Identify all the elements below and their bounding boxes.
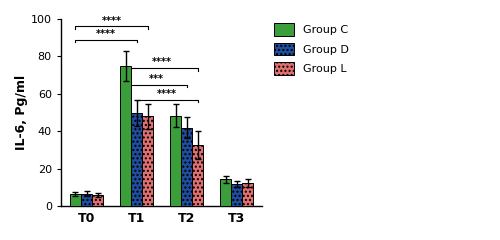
- Text: ****: ****: [152, 57, 172, 67]
- Text: ****: ****: [96, 29, 116, 39]
- Bar: [181, 128, 192, 206]
- Text: ****: ****: [102, 16, 121, 26]
- Bar: [220, 179, 232, 206]
- Y-axis label: IL-6, Pg/ml: IL-6, Pg/ml: [15, 75, 28, 150]
- Bar: [192, 144, 203, 206]
- Text: ****: ****: [157, 89, 177, 99]
- Bar: [232, 184, 242, 206]
- Bar: [120, 66, 131, 206]
- Bar: [92, 195, 103, 206]
- Bar: [70, 194, 81, 206]
- Bar: [142, 116, 153, 206]
- Bar: [170, 115, 181, 206]
- Bar: [131, 113, 142, 206]
- Bar: [81, 194, 92, 206]
- Legend: Group C, Group D, Group L: Group C, Group D, Group L: [272, 21, 351, 77]
- Bar: [242, 183, 254, 206]
- Text: ***: ***: [148, 74, 164, 84]
